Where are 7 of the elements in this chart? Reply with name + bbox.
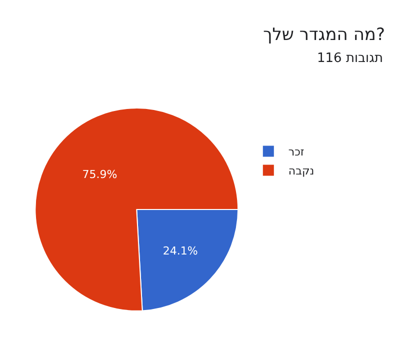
- text: 116 תגובות: [317, 51, 383, 66]
- data-label: 24.1%: [162, 244, 198, 258]
- data-label: 75.9%: [82, 168, 118, 182]
- pie-slice: [34, 108, 239, 312]
- legend-label: נקבה: [288, 164, 314, 178]
- legend-label: זכר: [288, 146, 304, 159]
- chart-title: מה המגדר שלך?: [263, 25, 386, 46]
